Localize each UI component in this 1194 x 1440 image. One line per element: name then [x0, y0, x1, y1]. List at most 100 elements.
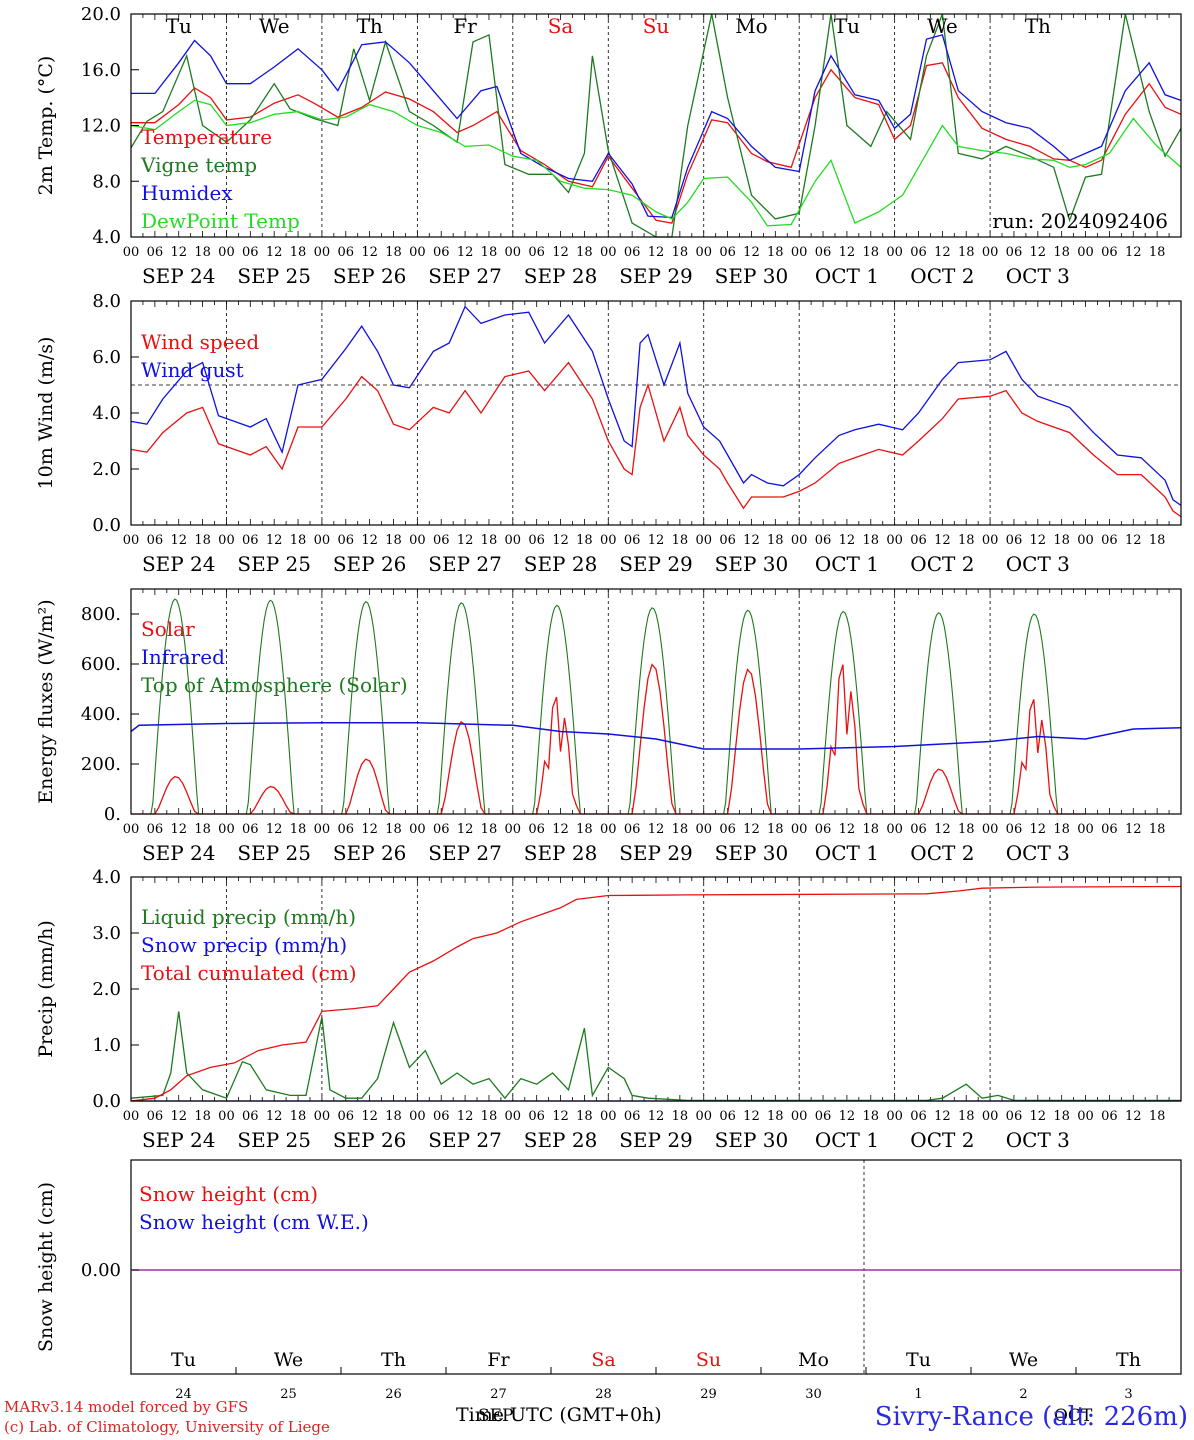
weekday-label-bottom: Tu — [906, 1349, 931, 1371]
hour-label: 06 — [1101, 245, 1118, 260]
hour-label: 18 — [481, 1109, 498, 1124]
date-label: OCT 1 — [815, 264, 879, 288]
date-label: OCT 2 — [910, 264, 974, 288]
date-label: SEP 25 — [237, 841, 311, 865]
hour-label: 12 — [1030, 1109, 1047, 1124]
hour-label: 06 — [719, 822, 736, 837]
series-wind-gust — [130, 305, 1182, 506]
hour-label: 18 — [194, 533, 211, 548]
hour-label: 18 — [1149, 245, 1166, 260]
date-label: SEP 27 — [428, 264, 502, 288]
date-label: SEP 26 — [333, 841, 407, 865]
hour-label: 18 — [481, 822, 498, 837]
hour-label: 18 — [862, 822, 879, 837]
weekday-label-bottom: Su — [696, 1349, 721, 1371]
weekday-label-bottom: Th — [381, 1349, 406, 1371]
day-number: 1 — [914, 1387, 922, 1402]
series-top-of-atmosphere-day-3 — [321, 600, 418, 815]
temp-tick-label: 4.0 — [92, 227, 121, 248]
date-label: OCT 3 — [1006, 841, 1070, 865]
hour-label: 12 — [743, 245, 760, 260]
day-number: 30 — [805, 1387, 822, 1402]
date-label: OCT 2 — [910, 552, 974, 576]
legend-solar: Solar — [141, 617, 195, 641]
date-label: SEP 28 — [524, 264, 598, 288]
weekday-label-bottom: Fr — [487, 1349, 510, 1371]
day-number: 2 — [1019, 1387, 1027, 1402]
series-solar-day-5 — [512, 696, 609, 815]
hour-label: 18 — [958, 1109, 975, 1124]
hour-label: 00 — [982, 822, 999, 837]
day-number: 27 — [490, 1387, 507, 1402]
hour-label: 00 — [600, 245, 617, 260]
wind-tick-label: 6.0 — [92, 347, 121, 368]
legend-total-cumulated-cm-: Total cumulated (cm) — [141, 961, 357, 985]
hour-label: 12 — [1030, 533, 1047, 548]
hour-label: 00 — [791, 1109, 808, 1124]
series-top-of-atmosphere-day-2 — [226, 599, 322, 815]
hour-label: 12 — [1125, 533, 1142, 548]
energy-ylabel: Energy fluxes (W/m²) — [35, 599, 57, 803]
hour-label: 06 — [147, 822, 164, 837]
weekday-label: Mo — [735, 14, 768, 38]
series-top-of-atmosphere-day-5 — [512, 604, 609, 815]
hour-label: 18 — [958, 822, 975, 837]
hour-label: 18 — [194, 245, 211, 260]
hour-label: 06 — [528, 822, 545, 837]
hour-label: 06 — [433, 533, 450, 548]
hour-label: 18 — [1149, 822, 1166, 837]
hour-label: 06 — [719, 533, 736, 548]
hour-label: 06 — [147, 245, 164, 260]
hour-label: 12 — [839, 1109, 856, 1124]
hour-label: 12 — [457, 1109, 474, 1124]
hour-label: 06 — [815, 822, 832, 837]
hour-label: 06 — [242, 245, 259, 260]
hour-label: 06 — [242, 533, 259, 548]
hour-label: 12 — [839, 822, 856, 837]
legend-top-of-atmosphere-solar-: Top of Atmosphere (Solar) — [141, 673, 408, 697]
hour-label: 18 — [672, 533, 689, 548]
date-label: OCT 1 — [815, 552, 879, 576]
hour-label: 12 — [552, 245, 569, 260]
hour-label: 18 — [1149, 1109, 1166, 1124]
hour-label: 12 — [170, 533, 187, 548]
hour-label: 00 — [409, 245, 426, 260]
hour-label: 12 — [934, 1109, 951, 1124]
day-number: 3 — [1124, 1387, 1132, 1402]
legend-vigne-temp: Vigne temp — [140, 153, 257, 177]
date-label: SEP 28 — [524, 552, 598, 576]
series-solar-day-4 — [417, 720, 513, 815]
energy-tick-label: 0. — [104, 804, 121, 825]
hour-label: 00 — [886, 1109, 903, 1124]
hour-label: 00 — [695, 533, 712, 548]
date-label: SEP 29 — [619, 264, 693, 288]
hour-label: 12 — [457, 533, 474, 548]
hour-label: 12 — [266, 533, 283, 548]
weekday-label: Th — [357, 14, 383, 38]
date-label: SEP 28 — [524, 1128, 598, 1152]
legend-wind-gust: Wind gust — [141, 358, 244, 382]
wind-tick-label: 0.0 — [92, 515, 121, 536]
series-temperature — [131, 62, 1182, 224]
hour-label: 12 — [266, 822, 283, 837]
series-dewpoint-temp — [130, 99, 1182, 227]
hour-label: 00 — [982, 1109, 999, 1124]
date-label: SEP 30 — [715, 264, 789, 288]
hour-label: 00 — [886, 245, 903, 260]
date-label: SEP 25 — [237, 1128, 311, 1152]
day-number: 28 — [595, 1387, 612, 1402]
hour-label: 06 — [1101, 822, 1118, 837]
hour-label: 06 — [528, 533, 545, 548]
date-label: SEP 24 — [142, 264, 216, 288]
temp-tick-label: 20.0 — [81, 4, 121, 25]
energy-tick-label: 400. — [81, 704, 121, 725]
hour-label: 06 — [337, 533, 354, 548]
wind-ylabel: 10m Wind (m/s) — [35, 337, 57, 490]
hour-label: 12 — [743, 822, 760, 837]
weekday-label: Th — [1025, 14, 1051, 38]
footer-time-label: Time UTC (GMT+0h) — [456, 1404, 662, 1426]
date-label: OCT 2 — [910, 841, 974, 865]
day-number: 26 — [385, 1387, 402, 1402]
hour-label: 00 — [505, 533, 522, 548]
